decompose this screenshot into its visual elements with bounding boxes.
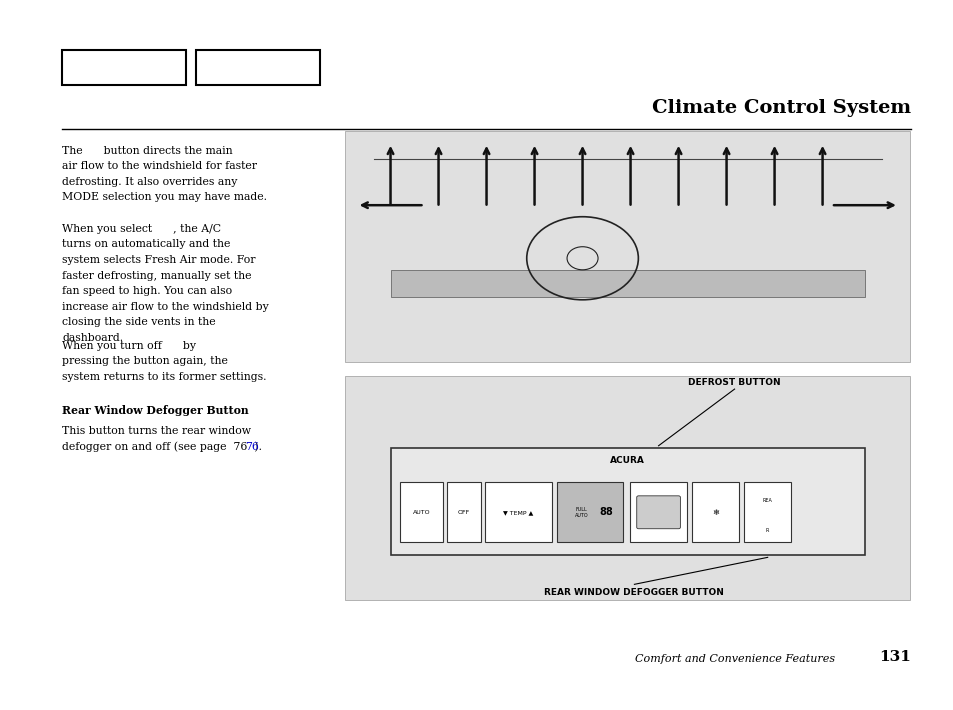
Bar (447, 482, 480, 542)
Text: turns on automatically and the: turns on automatically and the (62, 239, 230, 249)
Text: increase air flow to the windshield by: increase air flow to the windshield by (62, 302, 269, 312)
FancyBboxPatch shape (636, 496, 679, 529)
Text: REA: REA (762, 498, 772, 503)
Text: pressing the button again, the: pressing the button again, the (62, 356, 228, 366)
Text: R: R (765, 528, 768, 532)
Text: ▼ TEMP ▲: ▼ TEMP ▲ (503, 510, 533, 515)
Text: system returns to its former settings.: system returns to its former settings. (62, 372, 266, 382)
Text: ACURA: ACURA (610, 457, 644, 465)
Bar (399, 482, 442, 542)
Bar (743, 482, 791, 542)
Bar (62, 50, 186, 85)
Text: AUTO: AUTO (412, 510, 430, 515)
Bar (556, 482, 622, 542)
Text: ❄: ❄ (711, 508, 719, 517)
Text: dashboard.: dashboard. (62, 333, 123, 343)
Bar (485, 482, 551, 542)
Text: MODE selection you may have made.: MODE selection you may have made. (62, 192, 267, 202)
Bar (390, 270, 864, 297)
Text: defogger on and off (see page  76  ).: defogger on and off (see page 76 ). (62, 442, 262, 452)
Text: closing the side vents in the: closing the side vents in the (62, 317, 215, 327)
Text: 76: 76 (245, 442, 259, 452)
Text: faster defrosting, manually set the: faster defrosting, manually set the (62, 271, 252, 280)
Bar (345, 131, 909, 362)
Text: The      button directs the main: The button directs the main (62, 146, 233, 155)
Text: Comfort and Convenience Features: Comfort and Convenience Features (634, 654, 834, 664)
Bar (195, 50, 319, 85)
Text: FULL
AUTO: FULL AUTO (575, 507, 588, 518)
Text: This button turns the rear window: This button turns the rear window (62, 426, 251, 436)
Text: DEFROST BUTTON: DEFROST BUTTON (687, 378, 781, 387)
Text: system selects Fresh Air mode. For: system selects Fresh Air mode. For (62, 255, 255, 265)
Text: Climate Control System: Climate Control System (651, 99, 910, 117)
Text: OFF: OFF (457, 510, 470, 515)
Text: Rear Window Defogger Button: Rear Window Defogger Button (62, 405, 249, 415)
Bar (345, 376, 909, 600)
Text: When you turn off      by: When you turn off by (62, 341, 195, 351)
Bar (390, 448, 864, 555)
Text: When you select      , the A/C: When you select , the A/C (62, 224, 221, 234)
Text: 88: 88 (598, 507, 613, 518)
Text: defrosting. It also overrides any: defrosting. It also overrides any (62, 177, 237, 187)
Text: fan speed to high. You can also: fan speed to high. You can also (62, 286, 232, 296)
Bar (629, 482, 686, 542)
Text: REAR WINDOW DEFOGGER BUTTON: REAR WINDOW DEFOGGER BUTTON (544, 588, 723, 597)
Text: air flow to the windshield for faster: air flow to the windshield for faster (62, 161, 256, 171)
Bar (691, 482, 739, 542)
Text: 131: 131 (879, 650, 910, 664)
